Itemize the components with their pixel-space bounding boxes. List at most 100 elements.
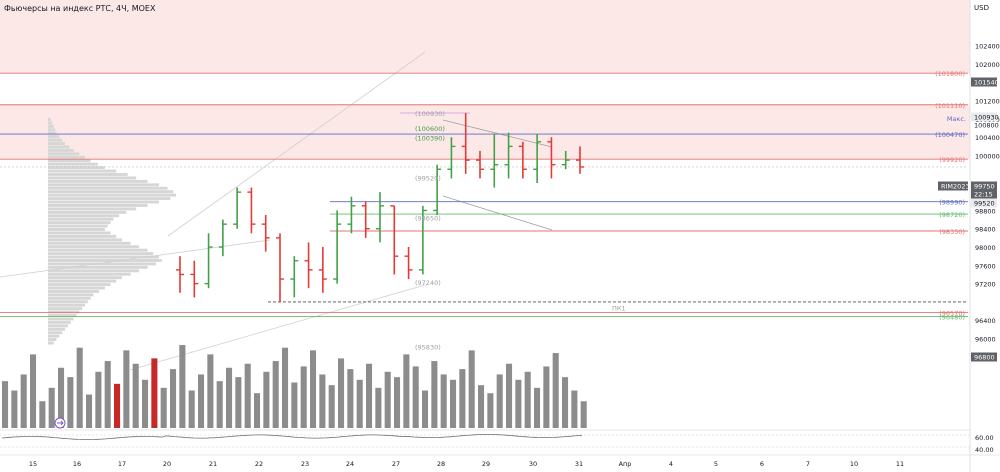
volume-profile-bar — [48, 217, 114, 221]
volume-profile-bar — [48, 128, 56, 132]
price-tick: 96000 — [975, 336, 996, 344]
volume-bar — [552, 353, 559, 428]
volume-bar — [403, 354, 410, 428]
price-badge-text: 100930 — [974, 114, 999, 122]
ohlc-bar — [204, 233, 213, 289]
volume-profile-bar — [48, 272, 131, 276]
volume-bar — [394, 377, 401, 428]
level-label: (96570) — [939, 309, 965, 317]
price-badge — [971, 198, 997, 208]
annotation-label: (99520) — [415, 174, 441, 182]
volume-profile-bar — [48, 269, 140, 273]
volume-profile-bar — [48, 283, 111, 287]
time-tick: 28 — [437, 460, 445, 468]
volume-profile-bar — [48, 207, 137, 211]
volume-bar — [114, 383, 121, 428]
indicator-line — [1, 433, 583, 441]
volume-profile-bar — [48, 286, 105, 290]
ohlc-bar — [218, 219, 227, 257]
volume-bar — [338, 358, 345, 428]
volume-profile-bar — [48, 262, 157, 266]
time-tick: 4 — [669, 460, 673, 468]
price-badge — [938, 181, 968, 191]
level-label: (98350) — [939, 228, 965, 236]
time-tick: 24 — [346, 460, 354, 468]
indicator-tick: 40.00 — [975, 446, 994, 454]
volume-profile-bar — [48, 224, 108, 228]
volume-profile-bar — [48, 186, 168, 190]
volume-bar — [160, 387, 167, 428]
annotation-label: (95830) — [415, 343, 441, 351]
indicator-tick: 60.00 — [975, 434, 994, 442]
ohlc-bar — [476, 150, 484, 179]
price-badge-text: 100800 — [974, 122, 999, 130]
price-tick: 98000 — [975, 244, 996, 252]
volume-profile-bar — [48, 279, 117, 283]
volume-bar — [366, 363, 373, 428]
volume-bar — [76, 347, 83, 428]
volume-bar — [48, 387, 55, 428]
ohlc-bar — [533, 134, 542, 183]
volume-bar — [375, 387, 382, 428]
ohlc-bar — [333, 210, 342, 284]
volume-bar — [132, 363, 139, 428]
price-badge-text: 99750 — [974, 183, 995, 191]
volume-profile-bar — [48, 148, 74, 152]
time-tick: 23 — [301, 460, 309, 468]
volume-profile-bar — [48, 259, 162, 262]
trendline — [129, 284, 426, 371]
ohlc-bar — [461, 112, 470, 174]
price-tick: 100400 — [975, 134, 1000, 142]
ohlc-bar — [504, 132, 513, 179]
volume-bar — [291, 382, 298, 428]
ohlc-bar — [576, 146, 584, 174]
volume-profile-bar — [48, 197, 171, 201]
level-label: (101800) — [935, 70, 965, 78]
volume-bar — [142, 379, 149, 428]
volume-profile-bar — [48, 314, 77, 317]
ohlc-bar — [447, 137, 456, 179]
time-tick: 10 — [850, 460, 858, 468]
volume-bar — [123, 350, 130, 428]
time-tick: 15 — [29, 460, 37, 468]
volume-profile-bar — [48, 162, 98, 166]
volume-profile-bar — [48, 228, 105, 231]
ohlc-bar — [233, 187, 242, 229]
annotation-label: ПК1 — [612, 304, 626, 312]
price-tick: 96400 — [975, 317, 996, 325]
price-badge — [971, 352, 997, 362]
volume-profile-bar — [48, 245, 140, 249]
volume-bar — [543, 366, 550, 428]
ohlc-bar — [190, 260, 199, 298]
ohlc-bar — [376, 192, 384, 243]
volume-bar — [67, 377, 74, 428]
time-tick: 17 — [118, 460, 126, 468]
volume-profile-bar — [48, 341, 54, 345]
volume-profile-bar — [48, 289, 100, 293]
volume-bar — [170, 369, 177, 428]
volume-bar — [207, 354, 214, 428]
price-badge-text: RIM2023 — [941, 183, 970, 191]
time-tick: 30 — [529, 460, 537, 468]
price-badge — [971, 112, 997, 122]
volume-profile-bar — [48, 142, 66, 145]
ohlc-bar — [490, 134, 499, 188]
annotation-label: (100930) — [415, 110, 445, 118]
ohlc-bar — [433, 164, 442, 215]
chart-title: Фьючерсы на индекс РТС, 4Ч, MOEX — [4, 4, 156, 13]
volume-profile-bar — [48, 155, 85, 159]
volume-profile-bar — [48, 276, 122, 280]
ohlc-bar — [276, 233, 284, 302]
ohlc-bar — [347, 196, 356, 234]
time-tick: 5 — [714, 460, 718, 468]
volume-profile-bar — [48, 124, 54, 128]
price-badge-text: 99520 — [974, 200, 995, 208]
volume-profile-bar — [48, 173, 128, 176]
time-tick: 6 — [760, 460, 764, 468]
ohlc-bar — [418, 205, 427, 275]
volume-profile-bar — [48, 152, 80, 156]
volume-profile-bar — [48, 238, 122, 242]
volume-bar — [179, 345, 186, 428]
